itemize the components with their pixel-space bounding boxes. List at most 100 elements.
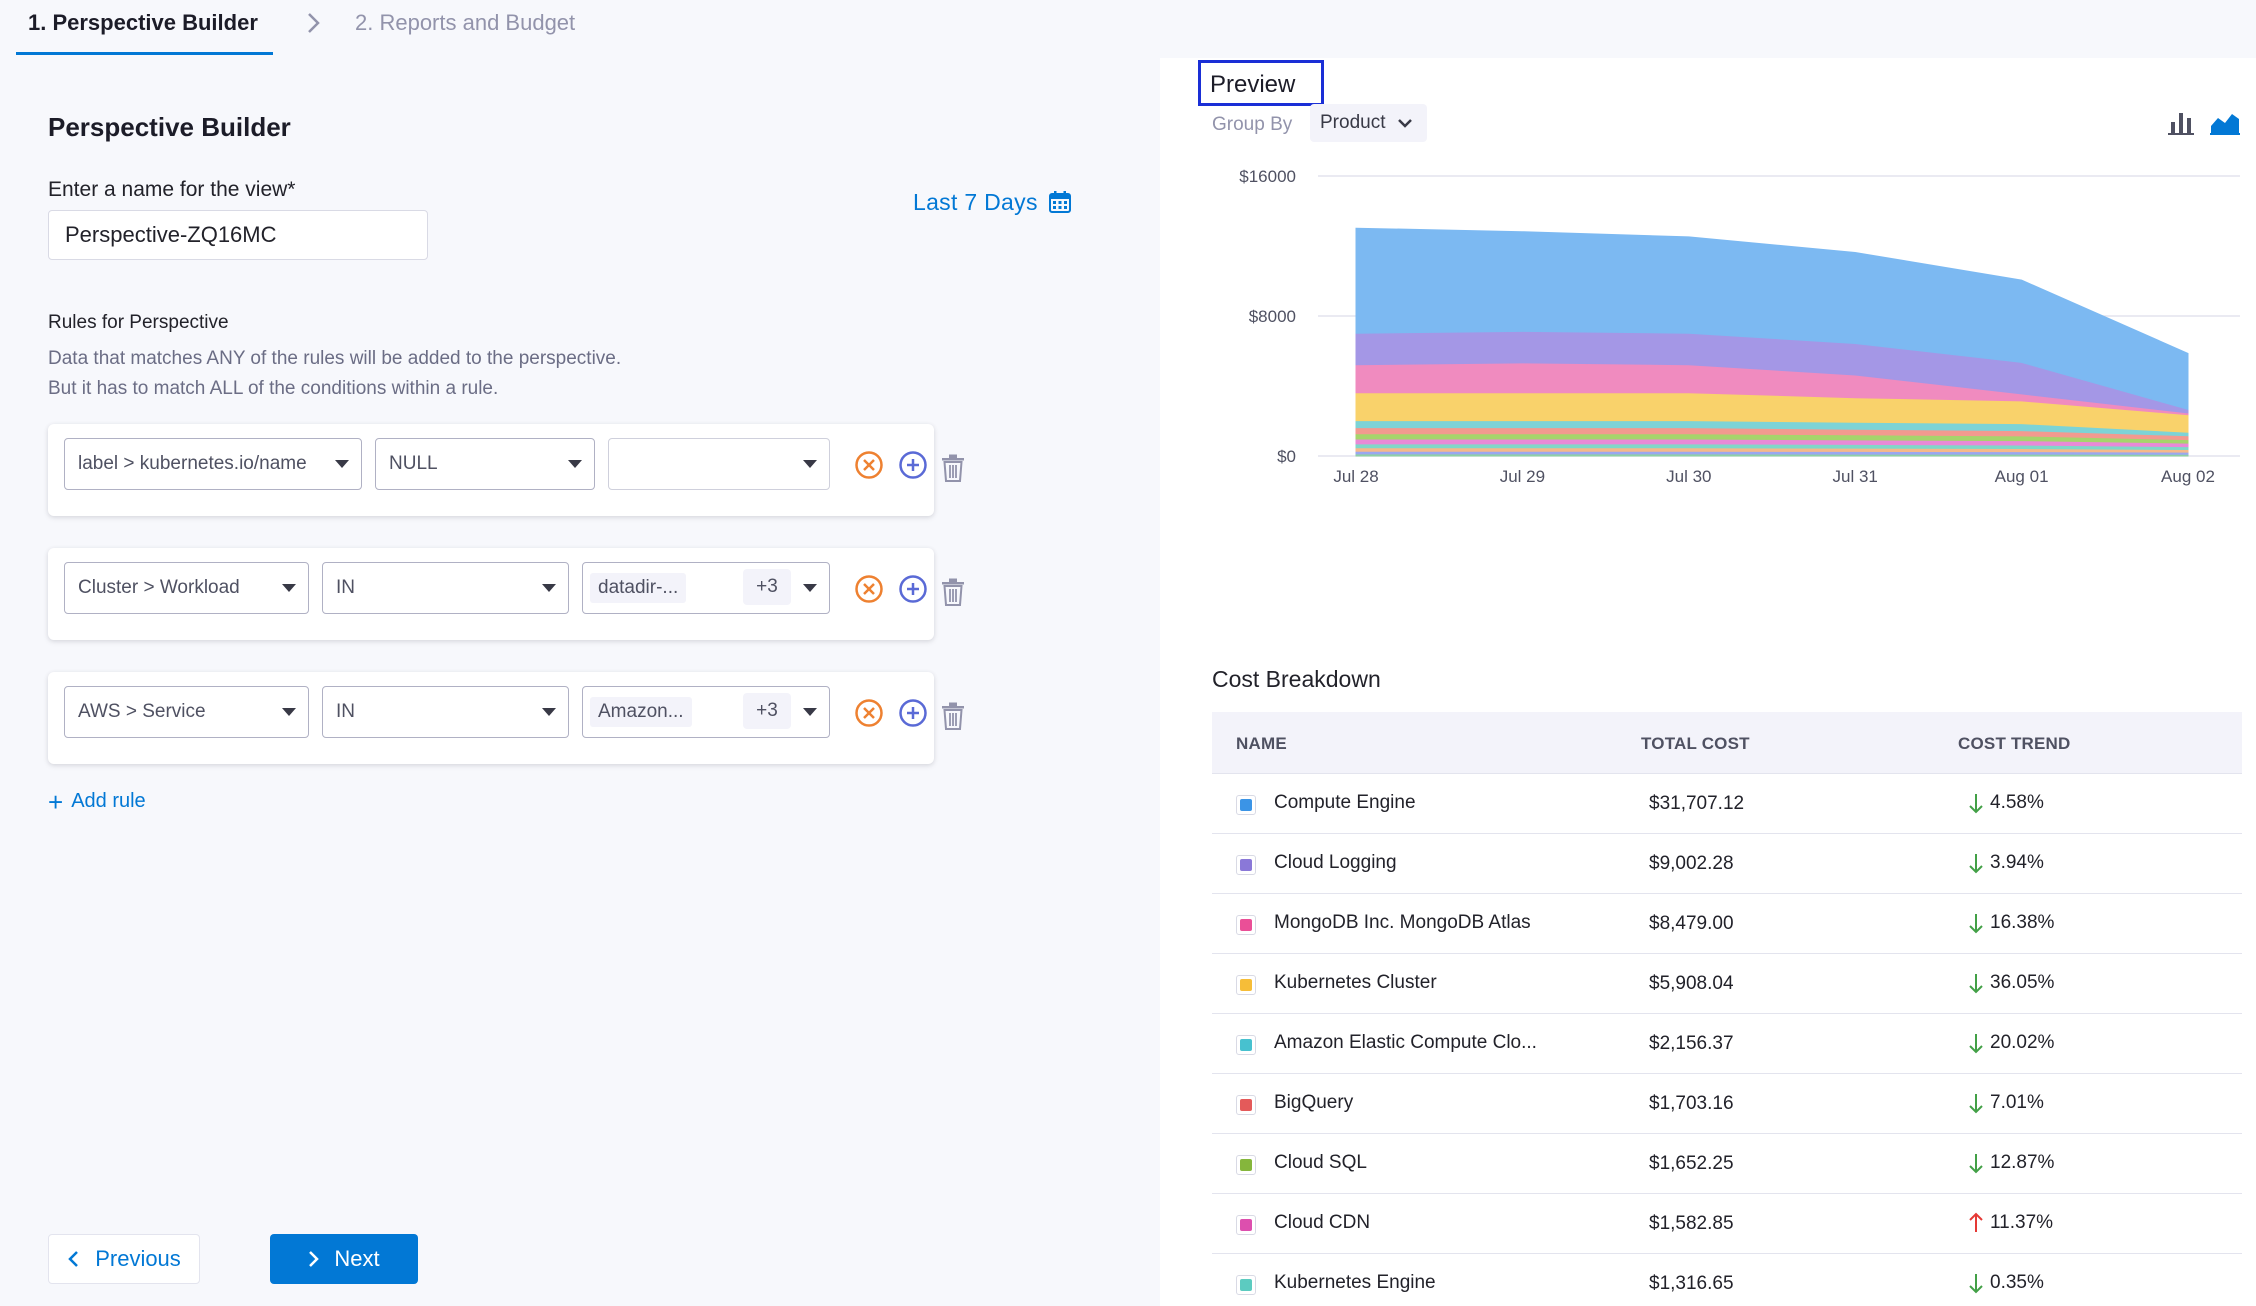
row-name: Cloud CDN bbox=[1274, 1212, 1371, 1233]
table-row[interactable]: Compute Engine $31,707.12 4.58% bbox=[1212, 774, 2242, 834]
add-rule-button[interactable]: + Add rule bbox=[48, 789, 146, 815]
column-header-name[interactable]: NAME bbox=[1236, 734, 1287, 753]
row-cost-trend: 4.58% bbox=[1990, 792, 2044, 813]
legend-swatch bbox=[1236, 1155, 1256, 1175]
row-total-cost: $2,156.37 bbox=[1649, 1033, 1734, 1054]
remove-condition-icon[interactable] bbox=[854, 450, 884, 480]
wizard-steps: 1. Perspective Builder 2. Reports and Bu… bbox=[0, 0, 1160, 58]
view-name-label: Enter a name for the view* bbox=[48, 178, 296, 201]
bar-chart-icon[interactable] bbox=[2168, 110, 2194, 136]
group-by-label: Group By bbox=[1212, 114, 1293, 135]
row-total-cost: $8,479.00 bbox=[1649, 913, 1734, 934]
preview-title: Preview bbox=[1198, 60, 1324, 106]
table-row[interactable]: Kubernetes Engine $1,316.65 0.35% bbox=[1212, 1254, 2242, 1306]
add-condition-icon[interactable] bbox=[898, 574, 928, 604]
caret-down-icon bbox=[282, 708, 296, 716]
remove-condition-icon[interactable] bbox=[854, 574, 884, 604]
arrow-down-icon bbox=[1969, 1034, 1983, 1054]
caret-down-icon bbox=[335, 460, 349, 468]
chevron-right-icon bbox=[309, 1251, 320, 1267]
row-cost-trend: 0.35% bbox=[1990, 1272, 2044, 1293]
area-chart-icon[interactable] bbox=[2210, 110, 2240, 136]
chevron-down-icon bbox=[1398, 119, 1413, 128]
group-by-value: Product bbox=[1320, 112, 1386, 133]
rules-description: Data that matches ANY of the rules will … bbox=[48, 348, 622, 369]
more-values-badge: +3 bbox=[743, 569, 791, 605]
step-perspective-builder[interactable]: 1. Perspective Builder bbox=[28, 10, 258, 35]
area-series-compute-engine[interactable] bbox=[1355, 227, 2189, 411]
color-swatch bbox=[1240, 1039, 1252, 1051]
add-condition-icon[interactable] bbox=[898, 450, 928, 480]
previous-label: Previous bbox=[95, 1246, 181, 1271]
more-values-badge: +3 bbox=[743, 693, 791, 729]
perspective-builder-panel: 1. Perspective Builder 2. Reports and Bu… bbox=[0, 0, 1160, 1284]
rule-value-select[interactable]: datadir-... +3 bbox=[582, 562, 830, 614]
rule-value-select[interactable] bbox=[608, 438, 830, 490]
active-step-indicator bbox=[16, 52, 273, 55]
table-row[interactable]: Cloud CDN $1,582.85 11.37% bbox=[1212, 1194, 2242, 1254]
trash-icon[interactable] bbox=[941, 702, 965, 730]
color-swatch bbox=[1240, 1099, 1252, 1111]
rule-field-select[interactable]: Cluster > Workload bbox=[64, 562, 309, 614]
legend-swatch bbox=[1236, 855, 1256, 875]
column-header-cost-trend[interactable]: COST TREND bbox=[1958, 734, 2071, 753]
rule-operator-select[interactable]: IN bbox=[322, 562, 569, 614]
cost-breakdown-table: NAME TOTAL COST COST TREND Compute Engin… bbox=[1212, 712, 2242, 1306]
cost-breakdown-title: Cost Breakdown bbox=[1212, 666, 1381, 692]
rule-field-select[interactable]: label > kubernetes.io/name bbox=[64, 438, 362, 490]
column-header-total-cost[interactable]: TOTAL COST bbox=[1641, 734, 1750, 753]
table-row[interactable]: Cloud Logging $9,002.28 3.94% bbox=[1212, 834, 2242, 894]
table-header: NAME TOTAL COST COST TREND bbox=[1212, 712, 2242, 774]
table-row[interactable]: Cloud SQL $1,652.25 12.87% bbox=[1212, 1134, 2242, 1194]
rule-value-select[interactable]: Amazon... +3 bbox=[582, 686, 830, 738]
table-body: Compute Engine $31,707.12 4.58% Cloud Loggi… bbox=[1212, 774, 2242, 1306]
table-row[interactable]: BigQuery $1,703.16 7.01% bbox=[1212, 1074, 2242, 1134]
color-swatch bbox=[1240, 1219, 1252, 1231]
rule-field-value: Cluster > Workload bbox=[78, 577, 240, 598]
group-by-select[interactable]: Product bbox=[1310, 104, 1428, 142]
row-cost-trend: 20.02% bbox=[1990, 1032, 2055, 1053]
chevron-right-icon bbox=[308, 13, 320, 33]
trash-icon[interactable] bbox=[941, 454, 965, 482]
step-reports-and-budget[interactable]: 2. Reports and Budget bbox=[355, 10, 576, 35]
chevron-left-icon bbox=[68, 1251, 79, 1267]
rule-card: AWS > Service IN Amazon... +3 bbox=[48, 672, 964, 764]
previous-button[interactable]: Previous bbox=[48, 1234, 200, 1284]
table-row[interactable]: Amazon Elastic Compute Clo... $2,156.37 20… bbox=[1212, 1014, 2242, 1074]
legend-swatch bbox=[1236, 915, 1256, 935]
rule-operator-select[interactable]: NULL bbox=[375, 438, 595, 490]
row-total-cost: $1,703.16 bbox=[1649, 1093, 1734, 1114]
x-tick-label: Aug 02 bbox=[2161, 467, 2215, 486]
rule-field-value: label > kubernetes.io/name bbox=[78, 453, 307, 474]
row-name: Compute Engine bbox=[1274, 792, 1416, 813]
row-cost-trend: 12.87% bbox=[1990, 1152, 2055, 1173]
legend-swatch bbox=[1236, 975, 1256, 995]
row-name: Cloud SQL bbox=[1274, 1152, 1367, 1173]
rule-field-select[interactable]: AWS > Service bbox=[64, 686, 309, 738]
legend-swatch bbox=[1236, 1215, 1256, 1235]
row-cost-trend: 11.37% bbox=[1990, 1212, 2054, 1233]
calendar-icon bbox=[1048, 191, 1071, 213]
x-tick-label: Jul 29 bbox=[1500, 467, 1545, 486]
remove-condition-icon[interactable] bbox=[854, 698, 884, 728]
view-name-input[interactable] bbox=[48, 210, 428, 260]
rule-card: Cluster > Workload IN datadir-... +3 bbox=[48, 548, 964, 640]
caret-down-icon bbox=[542, 584, 556, 592]
rule-card: label > kubernetes.io/name NULL bbox=[48, 424, 964, 516]
table-row[interactable]: Kubernetes Cluster $5,908.04 36.05% bbox=[1212, 954, 2242, 1014]
trash-icon[interactable] bbox=[941, 578, 965, 606]
arrow-down-icon bbox=[1969, 1274, 1983, 1294]
row-cost-trend: 3.94% bbox=[1990, 852, 2044, 873]
rule-operator-select[interactable]: IN bbox=[322, 686, 569, 738]
row-name: BigQuery bbox=[1274, 1092, 1354, 1113]
date-range-picker[interactable]: Last 7 Days bbox=[913, 186, 1072, 218]
caret-down-icon bbox=[803, 584, 817, 592]
next-button[interactable]: Next bbox=[270, 1234, 418, 1284]
arrow-down-icon bbox=[1969, 1154, 1983, 1174]
add-condition-icon[interactable] bbox=[898, 698, 928, 728]
row-name: Kubernetes Engine bbox=[1274, 1272, 1436, 1293]
row-cost-trend: 16.38% bbox=[1990, 912, 2055, 933]
table-row[interactable]: MongoDB Inc. MongoDB Atlas $8,479.00 16.38… bbox=[1212, 894, 2242, 954]
color-swatch bbox=[1240, 919, 1252, 931]
y-tick-label: $8000 bbox=[1249, 307, 1296, 326]
